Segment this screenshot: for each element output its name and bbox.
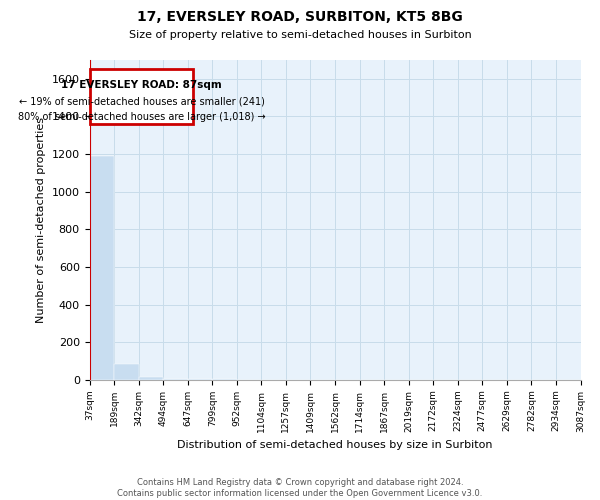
Bar [114, 364, 139, 380]
X-axis label: Distribution of semi-detached houses by size in Surbiton: Distribution of semi-detached houses by … [177, 440, 493, 450]
Bar [139, 377, 163, 380]
Y-axis label: Number of semi-detached properties: Number of semi-detached properties [36, 117, 46, 323]
Text: 17 EVERSLEY ROAD: 87sqm: 17 EVERSLEY ROAD: 87sqm [61, 80, 222, 90]
Bar [163, 379, 188, 380]
Bar [89, 156, 114, 380]
Text: 80% of semi-detached houses are larger (1,018) →: 80% of semi-detached houses are larger (… [18, 112, 265, 122]
Text: Contains HM Land Registry data © Crown copyright and database right 2024.
Contai: Contains HM Land Registry data © Crown c… [118, 478, 482, 498]
Text: ← 19% of semi-detached houses are smaller (241): ← 19% of semi-detached houses are smalle… [19, 96, 265, 106]
Text: Size of property relative to semi-detached houses in Surbiton: Size of property relative to semi-detach… [128, 30, 472, 40]
Bar [90, 70, 193, 124]
Text: 17, EVERSLEY ROAD, SURBITON, KT5 8BG: 17, EVERSLEY ROAD, SURBITON, KT5 8BG [137, 10, 463, 24]
